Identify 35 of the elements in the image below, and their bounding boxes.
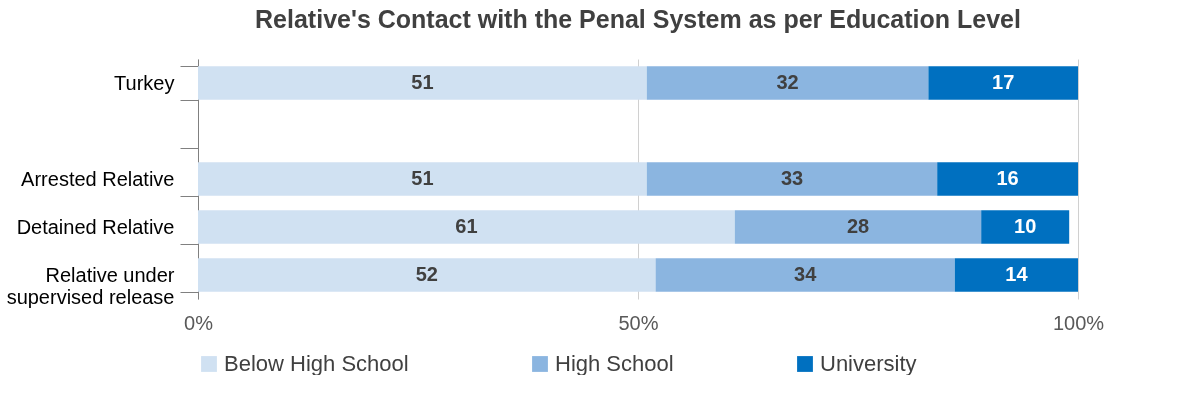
bar (928, 66, 1078, 100)
bar (198, 66, 647, 100)
data-label: 51 (411, 71, 434, 93)
bar (198, 162, 647, 196)
data-label: 52 (415, 263, 438, 285)
data-label: 10 (1014, 215, 1037, 237)
bar (734, 210, 982, 244)
data-label: 32 (776, 71, 799, 93)
y-tick-label: Detained Relative (16, 215, 175, 238)
legend-label: University (820, 351, 917, 376)
bar (655, 258, 955, 292)
data-label: 16 (996, 167, 1019, 189)
y-tick-label: Turkey (114, 71, 175, 94)
legend-label: Below High School (224, 351, 409, 376)
bar (981, 210, 1070, 244)
bar (646, 162, 938, 196)
y-tick-label: Arrested Relative (21, 167, 175, 190)
data-label: 61 (455, 215, 478, 237)
x-tick-label: 100% (1052, 311, 1105, 334)
data-label: 14 (1005, 263, 1029, 285)
data-label: 34 (794, 263, 818, 285)
chart-title: Relative's Contact with the Penal System as per Education Level (255, 5, 1021, 33)
bar (646, 66, 929, 100)
x-tick-label: 0% (184, 311, 214, 334)
data-label: 51 (411, 167, 434, 189)
bar (954, 258, 1078, 292)
data-label: 33 (780, 167, 804, 189)
bar (937, 162, 1078, 196)
bar (198, 210, 735, 244)
data-label: 17 (992, 71, 1015, 93)
y-tick-label: Relative under supervised release (6, 263, 175, 308)
legend-label: High School (555, 351, 674, 376)
x-tick-label: 50% (618, 311, 659, 334)
bar (198, 258, 656, 292)
data-label: 28 (846, 215, 870, 237)
